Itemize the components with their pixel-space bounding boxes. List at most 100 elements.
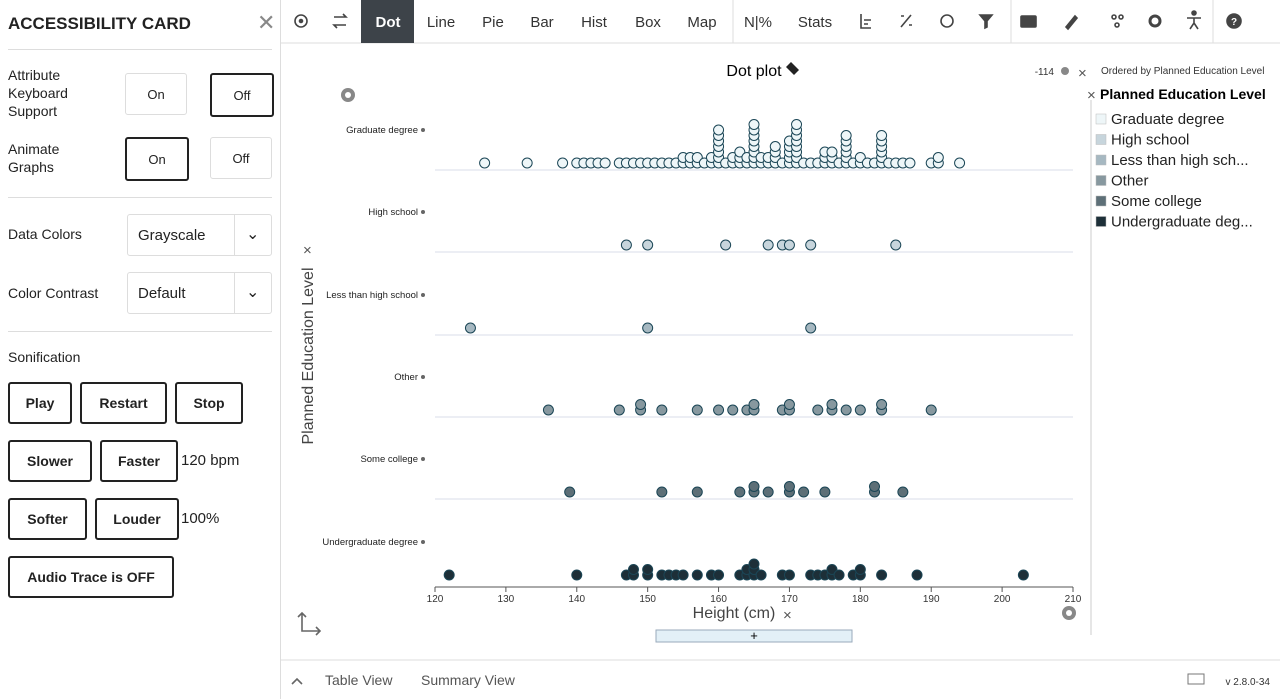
dot xyxy=(925,404,937,416)
dot xyxy=(521,157,533,169)
close-icon[interactable]: ✕ xyxy=(257,10,276,35)
dot xyxy=(734,486,746,498)
category-marker xyxy=(421,210,425,214)
footer-tab[interactable]: Summary View xyxy=(421,672,516,688)
dot xyxy=(599,157,611,169)
toolbar-item[interactable]: Hist xyxy=(581,14,608,31)
toolbar-item[interactable]: Bar xyxy=(530,14,553,31)
x-tick-label: 190 xyxy=(923,594,940,605)
dot xyxy=(656,486,668,498)
dot xyxy=(748,119,760,130)
divider xyxy=(8,331,272,332)
stop-button[interactable]: Stop xyxy=(175,382,243,424)
dot xyxy=(791,119,803,130)
footer-tab[interactable]: Table View xyxy=(325,672,393,688)
dot xyxy=(798,486,810,498)
play-button[interactable]: Play xyxy=(8,382,72,424)
legend-label: Undergraduate deg... xyxy=(1111,214,1253,231)
dot xyxy=(1017,569,1029,581)
toolbar-item[interactable]: Map xyxy=(687,14,716,31)
dot xyxy=(748,481,760,492)
x-tick-label: 160 xyxy=(710,594,727,605)
sort-note: Ordered by Planned Education Level xyxy=(1101,66,1264,77)
toggle-button[interactable]: Off xyxy=(210,73,274,117)
dot xyxy=(720,239,732,251)
x-tick-label: 130 xyxy=(498,594,515,605)
toggle-button[interactable]: On xyxy=(125,73,187,115)
version: v 2.8.0-34 xyxy=(1226,677,1271,688)
dot xyxy=(783,399,795,410)
slower-button[interactable]: Slower xyxy=(8,440,92,482)
faster-button[interactable]: Faster xyxy=(100,440,178,482)
dot xyxy=(713,124,725,136)
legend-label: High school xyxy=(1111,132,1189,149)
x-tick-label: 200 xyxy=(994,594,1011,605)
x-axis-label: Height (cm) xyxy=(693,605,776,622)
svg-text:×: × xyxy=(783,607,792,624)
dot xyxy=(854,564,866,575)
dot xyxy=(762,486,774,498)
restart-button[interactable]: Restart xyxy=(80,382,167,424)
dot xyxy=(826,146,838,158)
dot xyxy=(876,130,888,141)
dot xyxy=(443,569,455,581)
toolbar-item[interactable]: Dot xyxy=(376,14,401,31)
dot xyxy=(840,404,852,416)
dot xyxy=(642,322,654,334)
dot xyxy=(869,481,881,492)
category-label: Graduate degree xyxy=(346,125,418,136)
category-label: Some college xyxy=(360,454,418,465)
close-icons[interactable]: ×××× xyxy=(303,65,1096,624)
divider xyxy=(8,49,272,50)
toolbar-item[interactable]: Pie xyxy=(482,14,504,31)
toggle-button[interactable]: Off xyxy=(210,137,272,179)
toggle-label: Attribute Keyboard Support xyxy=(8,67,68,119)
dot xyxy=(727,404,739,416)
dot xyxy=(762,239,774,251)
dot xyxy=(691,404,703,416)
main-area: ? + ×××× Dot Line Pie Bar Hist Box Map N|% Stats… xyxy=(281,0,1280,688)
select-label: Data Colors xyxy=(8,226,82,242)
svg-text:?: ? xyxy=(1231,17,1237,28)
legend-swatch xyxy=(1095,175,1107,186)
dot xyxy=(783,569,795,581)
toolbar-item[interactable]: Box xyxy=(635,14,661,31)
select[interactable]: Grayscale ⌄ xyxy=(127,214,272,256)
x-tick-label: 170 xyxy=(781,594,798,605)
toolbar-item[interactable]: Line xyxy=(427,14,455,31)
x-tick-label: 150 xyxy=(639,594,656,605)
dot xyxy=(691,486,703,498)
volume-level: 100% xyxy=(181,510,220,527)
dot xyxy=(564,486,576,498)
toolbar xyxy=(281,0,1280,43)
dot xyxy=(769,141,781,152)
category-marker xyxy=(421,540,425,544)
toolbar-icons[interactable] xyxy=(294,10,1242,31)
toggle-label: Animate Graphs xyxy=(8,141,60,175)
toolbar-item[interactable]: N|% xyxy=(744,14,772,31)
toolbar-item[interactable]: Stats xyxy=(798,14,832,31)
dot xyxy=(642,564,654,575)
select[interactable]: Default ⌄ xyxy=(127,272,272,314)
settings-icons[interactable] xyxy=(341,88,1076,620)
dot xyxy=(805,322,817,334)
dot xyxy=(783,481,795,492)
dot xyxy=(854,404,866,416)
dot xyxy=(713,569,725,581)
dot xyxy=(876,569,888,581)
toggle-button[interactable]: On xyxy=(125,137,189,181)
trace-button[interactable]: Audio Trace is OFF xyxy=(8,556,174,598)
chart-title: Dot plot xyxy=(726,63,782,80)
legend-swatch xyxy=(1095,134,1107,145)
toolbar-active xyxy=(361,0,414,43)
softer-button[interactable]: Softer xyxy=(8,498,87,540)
legend-title: Planned Education Level xyxy=(1100,86,1266,102)
case-count: -114 xyxy=(1035,67,1055,78)
axis-swap-icon[interactable] xyxy=(297,611,322,636)
x-tick-label: 180 xyxy=(852,594,869,605)
dot xyxy=(571,569,583,581)
louder-button[interactable]: Louder xyxy=(95,498,179,540)
svg-text:×: × xyxy=(303,242,312,259)
legend-label: Some college xyxy=(1111,193,1202,210)
legend-swatch xyxy=(1095,154,1107,166)
